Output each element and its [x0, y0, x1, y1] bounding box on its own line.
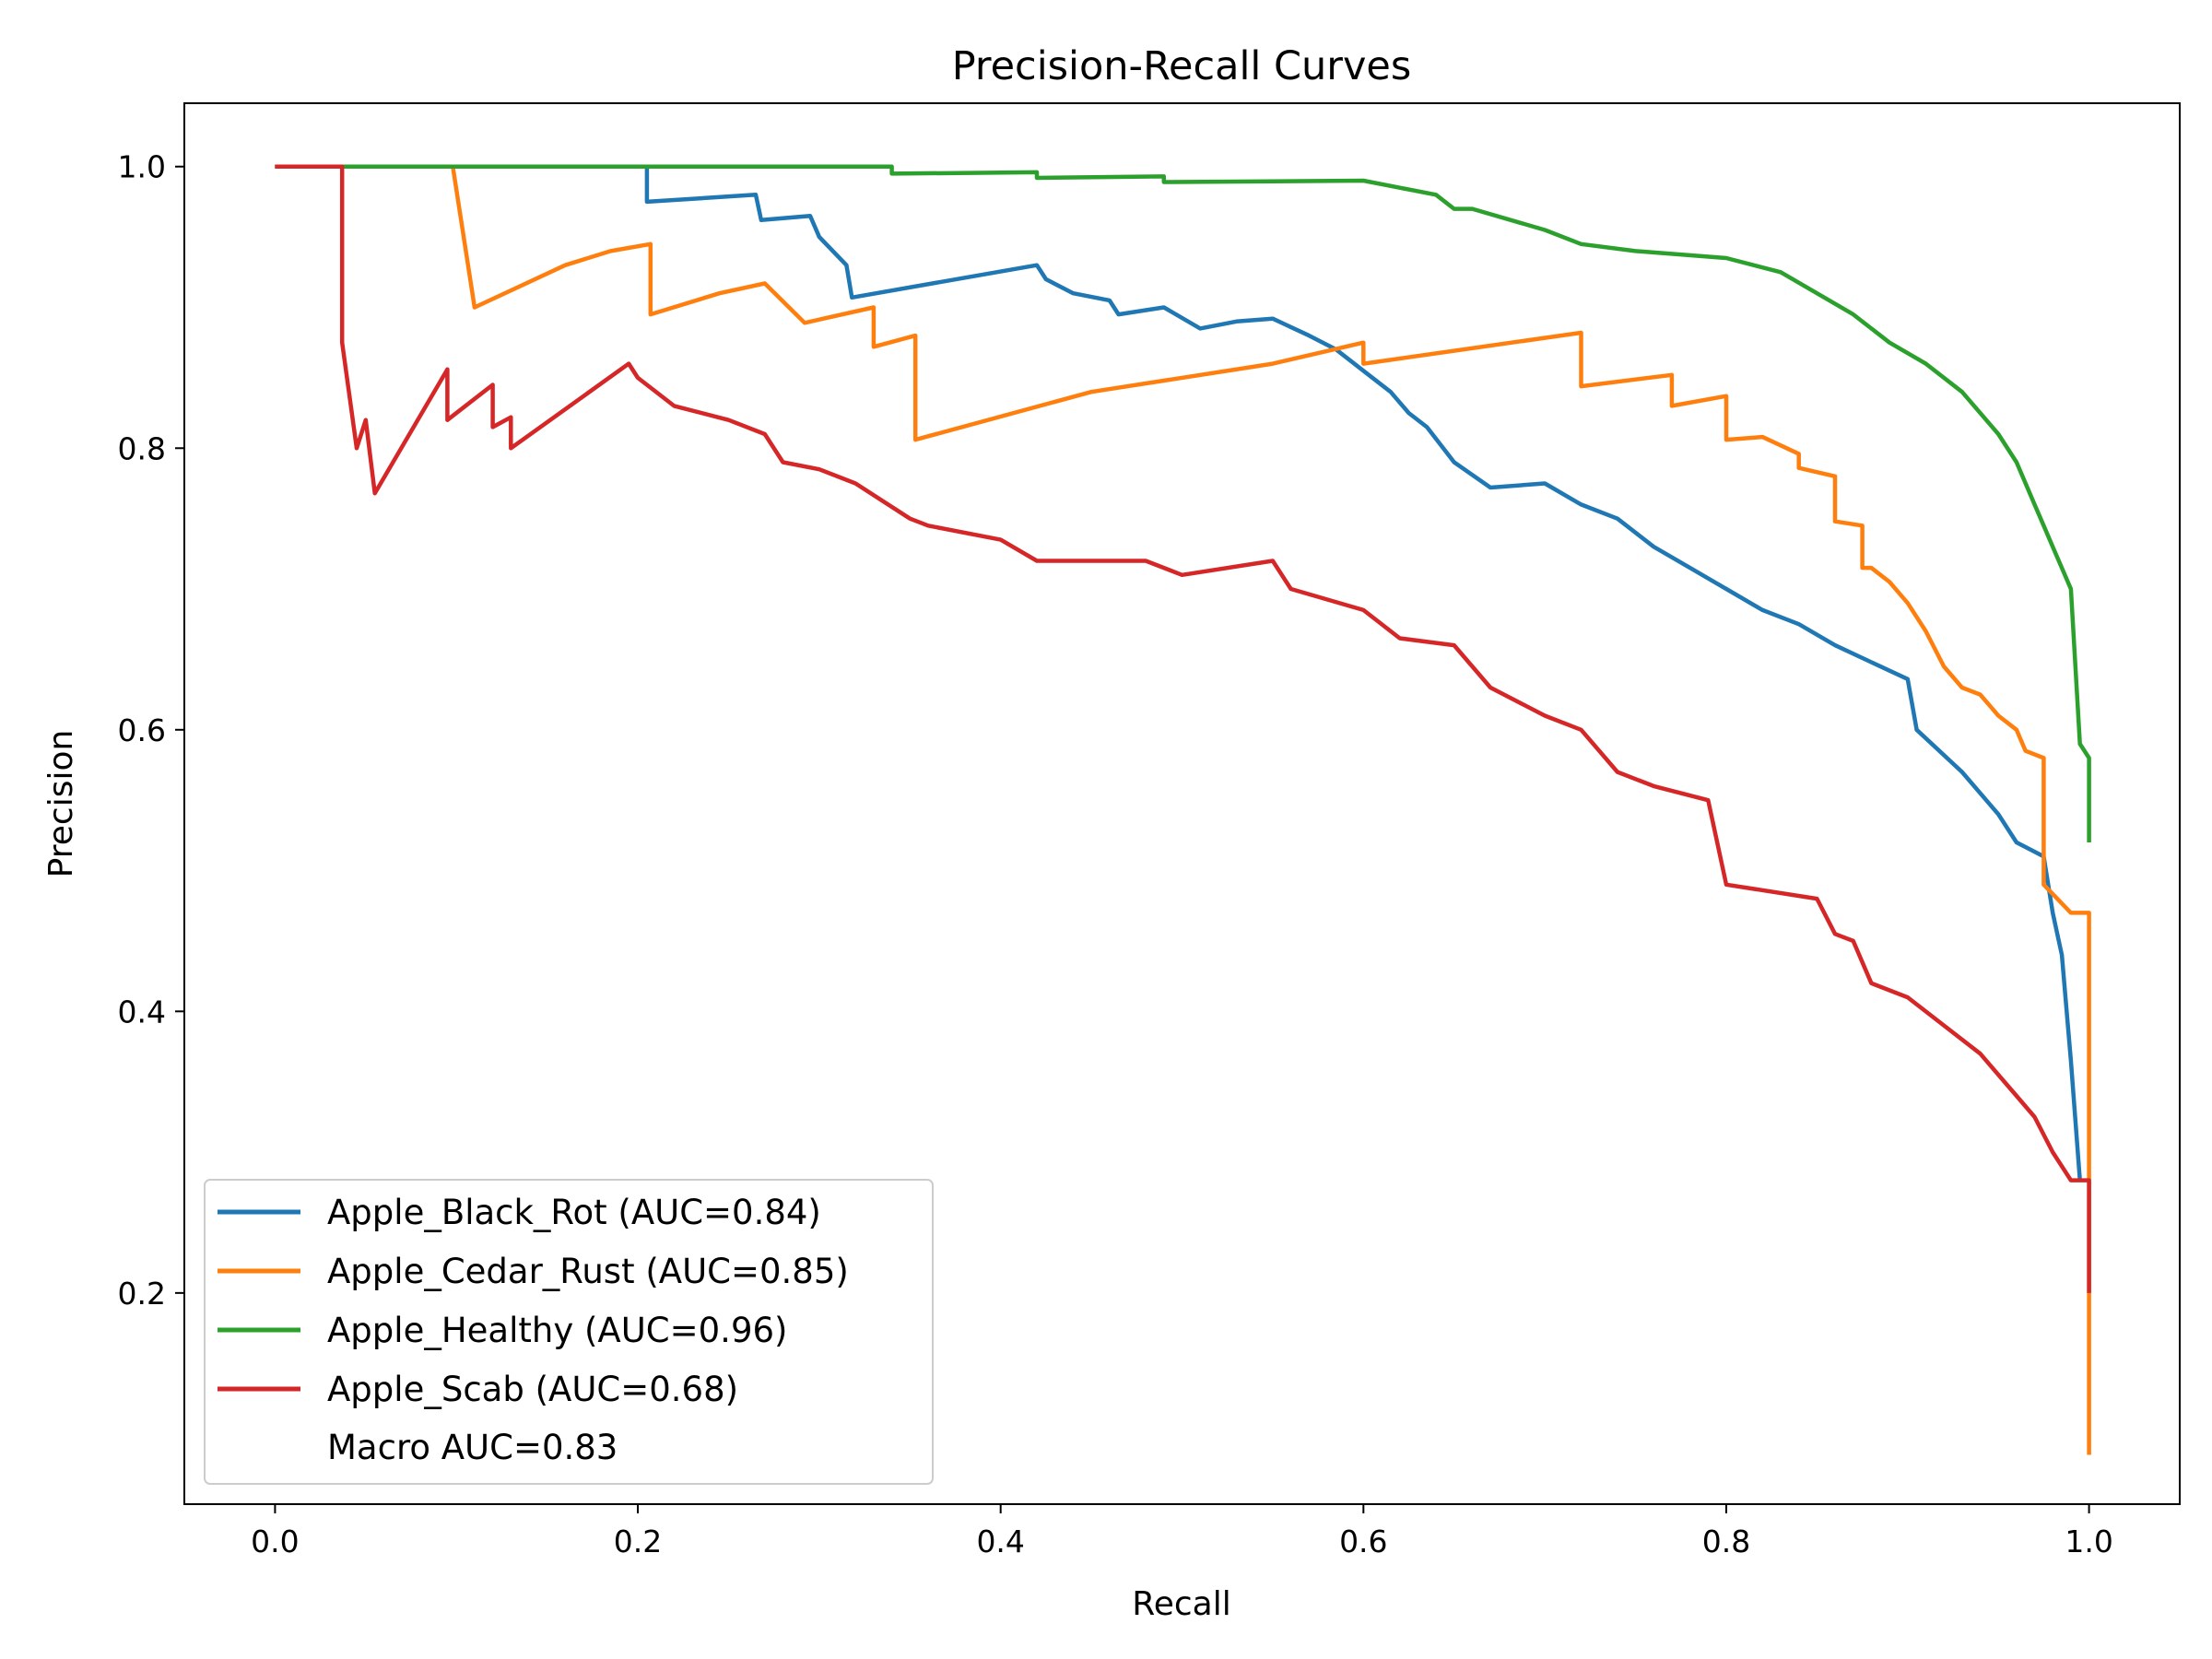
- y-tick-label: 0.4: [118, 994, 166, 1030]
- x-tick-label: 0.8: [1702, 1524, 1750, 1559]
- legend-entries: Apple_Black_Rot (AUC=0.84) Apple_Cedar_Ru…: [218, 1193, 849, 1409]
- series-line-1: [275, 164, 2082, 1181]
- legend-entry-label: Apple_Black_Rot (AUC=0.84): [327, 1193, 821, 1232]
- x-tick-label: 0.2: [614, 1524, 662, 1559]
- series-line-3: [275, 164, 2091, 842]
- chart-title: Precision-Recall Curves: [952, 43, 1412, 89]
- x-tick-label: 1.0: [2065, 1524, 2112, 1559]
- x-axis-label: Recall: [1132, 1585, 1230, 1623]
- legend-entry-label: Apple_Scab (AUC=0.68): [327, 1370, 738, 1409]
- x-tick-label: 0.4: [976, 1524, 1024, 1559]
- y-tick-label: 0.2: [118, 1276, 166, 1312]
- series-line-4: [275, 164, 2091, 1293]
- ticks-layer: 0.0 0.2 0.4 0.6 0.8 1.0 0.2 0.4 0.6 0.8 1.0: [118, 149, 2113, 1559]
- series-line-2: [275, 164, 2091, 1455]
- y-tick-label: 0.6: [118, 712, 166, 748]
- plot-frame: [183, 102, 2181, 1505]
- legend-entry-label: Apple_Healthy (AUC=0.96): [327, 1311, 787, 1350]
- y-tick-label: 1.0: [118, 149, 166, 185]
- legend-entry-label: Apple_Cedar_Rust (AUC=0.85): [327, 1252, 849, 1291]
- series-layer: [275, 164, 2091, 1455]
- y-axis-label: Precision: [42, 730, 80, 878]
- legend-frame: [204, 1179, 934, 1485]
- x-tick-label: 0.6: [1339, 1524, 1387, 1559]
- y-tick-label: 0.8: [118, 430, 166, 466]
- legend-note: Macro AUC=0.83: [327, 1428, 618, 1467]
- legend: Apple_Black_Rot (AUC=0.84) Apple_Cedar_Ru…: [204, 1179, 934, 1485]
- x-tick-label: 0.0: [251, 1524, 299, 1559]
